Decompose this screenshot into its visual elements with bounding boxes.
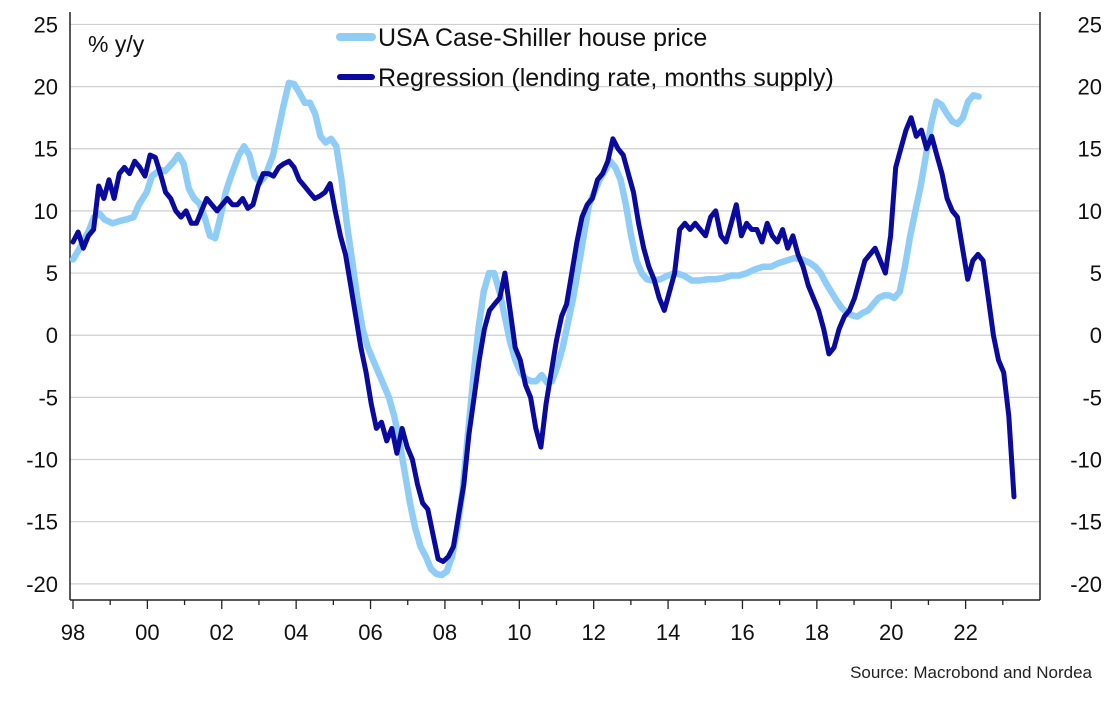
y-tick-label-left: 0 <box>46 323 58 348</box>
x-axis-labels: 98 00 02 04 06 08 10 12 14 16 18 20 22 <box>61 620 978 645</box>
y-tick-label-right: 0 <box>1090 323 1102 348</box>
y-tick-label-left: -15 <box>26 510 58 535</box>
y-tick-label-right: -20 <box>1070 572 1102 597</box>
y-tick-label-right: 25 <box>1078 12 1102 37</box>
x-tick-label: 02 <box>210 620 234 645</box>
y-tick-label-left: 20 <box>34 75 58 100</box>
y-tick-label-right: 10 <box>1078 199 1102 224</box>
y-tick-label-left: -10 <box>26 448 58 473</box>
y-tick-label-left: 10 <box>34 199 58 224</box>
source-note: Source: Macrobond and Nordea <box>850 663 1092 682</box>
x-tick-label: 22 <box>953 620 977 645</box>
y-tick-label-left: -5 <box>38 385 58 410</box>
axes <box>69 12 1041 609</box>
x-tick-label: 12 <box>581 620 605 645</box>
y-tick-label-right: -10 <box>1070 448 1102 473</box>
series-line-regression <box>70 115 1017 564</box>
x-tick-label: 08 <box>433 620 457 645</box>
y-tick-label-right: -15 <box>1070 510 1102 535</box>
legend-label: USA Case-Shiller house price <box>378 24 707 52</box>
x-tick-label: 00 <box>135 620 159 645</box>
x-tick-label: 18 <box>805 620 829 645</box>
legend-label: Regression (lending rate, months supply) <box>378 64 834 92</box>
x-tick-label: 14 <box>656 620 680 645</box>
x-tick-label: 04 <box>284 620 308 645</box>
y-tick-label-right: -5 <box>1082 385 1102 410</box>
x-tick-label: 10 <box>507 620 531 645</box>
y-tick-label-right: 20 <box>1078 75 1102 100</box>
y-tick-label-left: 25 <box>34 12 58 37</box>
y-tick-label-left: 5 <box>46 261 58 286</box>
series-lines <box>69 79 1017 579</box>
y-tick-label-left: -20 <box>26 572 58 597</box>
y-axis-right-labels: 25 20 15 10 5 0 -5 -10 -15 -20 <box>1070 12 1102 596</box>
x-tick-label: 16 <box>730 620 754 645</box>
y-tick-label-right: 5 <box>1090 261 1102 286</box>
y-tick-label-left: 15 <box>34 137 58 162</box>
gridlines <box>70 23 1040 585</box>
legend: USA Case-Shiller house price Regression (… <box>336 24 834 92</box>
y-tick-label-right: 15 <box>1078 137 1102 162</box>
x-tick-label: 98 <box>61 620 85 645</box>
x-tick-label: 06 <box>358 620 382 645</box>
x-tick-label: 20 <box>879 620 903 645</box>
series-line-case-shiller <box>69 79 982 579</box>
y-axis-left-labels: 25 20 15 10 5 0 -5 -10 -15 -20 <box>26 12 58 596</box>
unit-label: % y/y <box>88 31 145 57</box>
